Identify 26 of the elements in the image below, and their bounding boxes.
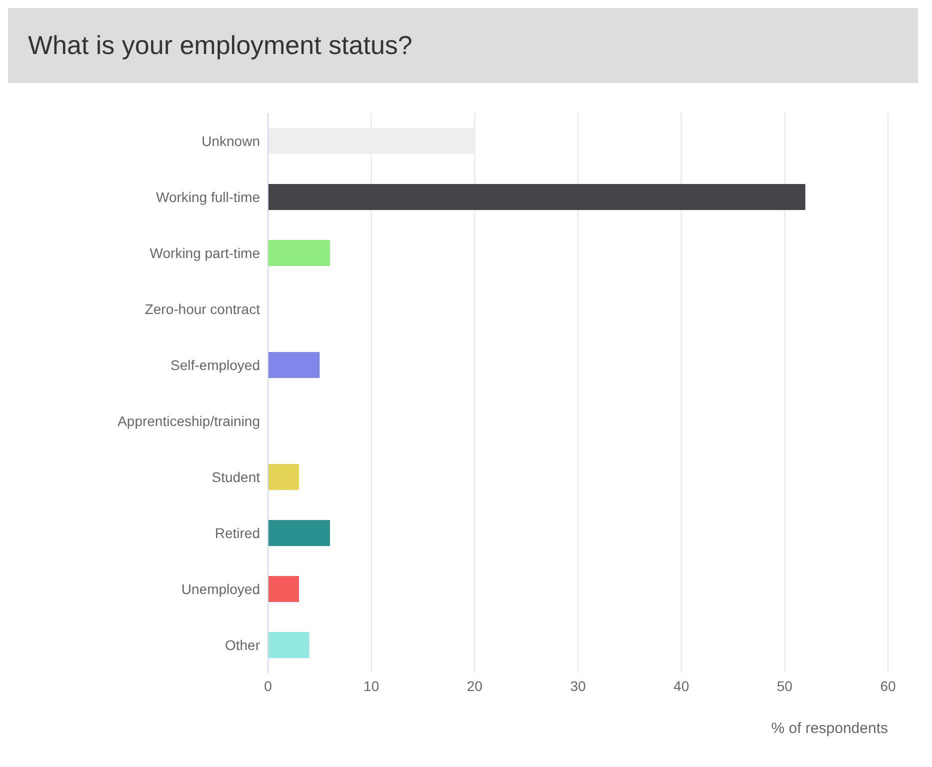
bar: [268, 632, 310, 658]
x-tick-label: 10: [364, 678, 380, 694]
x-tick-label: 50: [776, 678, 793, 694]
bar: [268, 464, 299, 490]
x-tick-label: 30: [570, 678, 586, 694]
y-tick-label: Other: [224, 636, 260, 653]
y-tick-label: Working full-time: [156, 188, 260, 205]
y-tick-label: Student: [212, 468, 260, 485]
bar: [268, 184, 806, 210]
chart-title: What is your employment status?: [8, 8, 918, 83]
y-tick-label: Apprenticeship/training: [118, 412, 260, 429]
y-tick-label: Self-employed: [170, 356, 260, 373]
x-tick-label: 20: [466, 678, 483, 694]
bar: [268, 352, 320, 378]
bar: [268, 240, 330, 266]
x-tick-label: 40: [674, 678, 690, 694]
bar: [268, 520, 330, 546]
y-tick-label: Unknown: [202, 132, 260, 149]
x-tick-label: 0: [264, 678, 272, 694]
x-tick-label: 60: [880, 678, 896, 694]
y-tick-label: Retired: [214, 524, 260, 541]
y-tick-label: Unemployed: [181, 580, 260, 597]
x-axis-title: % of respondents: [771, 720, 888, 737]
y-tick-label: Zero-hour contract: [144, 300, 260, 317]
y-tick-label: Working part-time: [150, 244, 260, 261]
bar: [268, 576, 299, 602]
